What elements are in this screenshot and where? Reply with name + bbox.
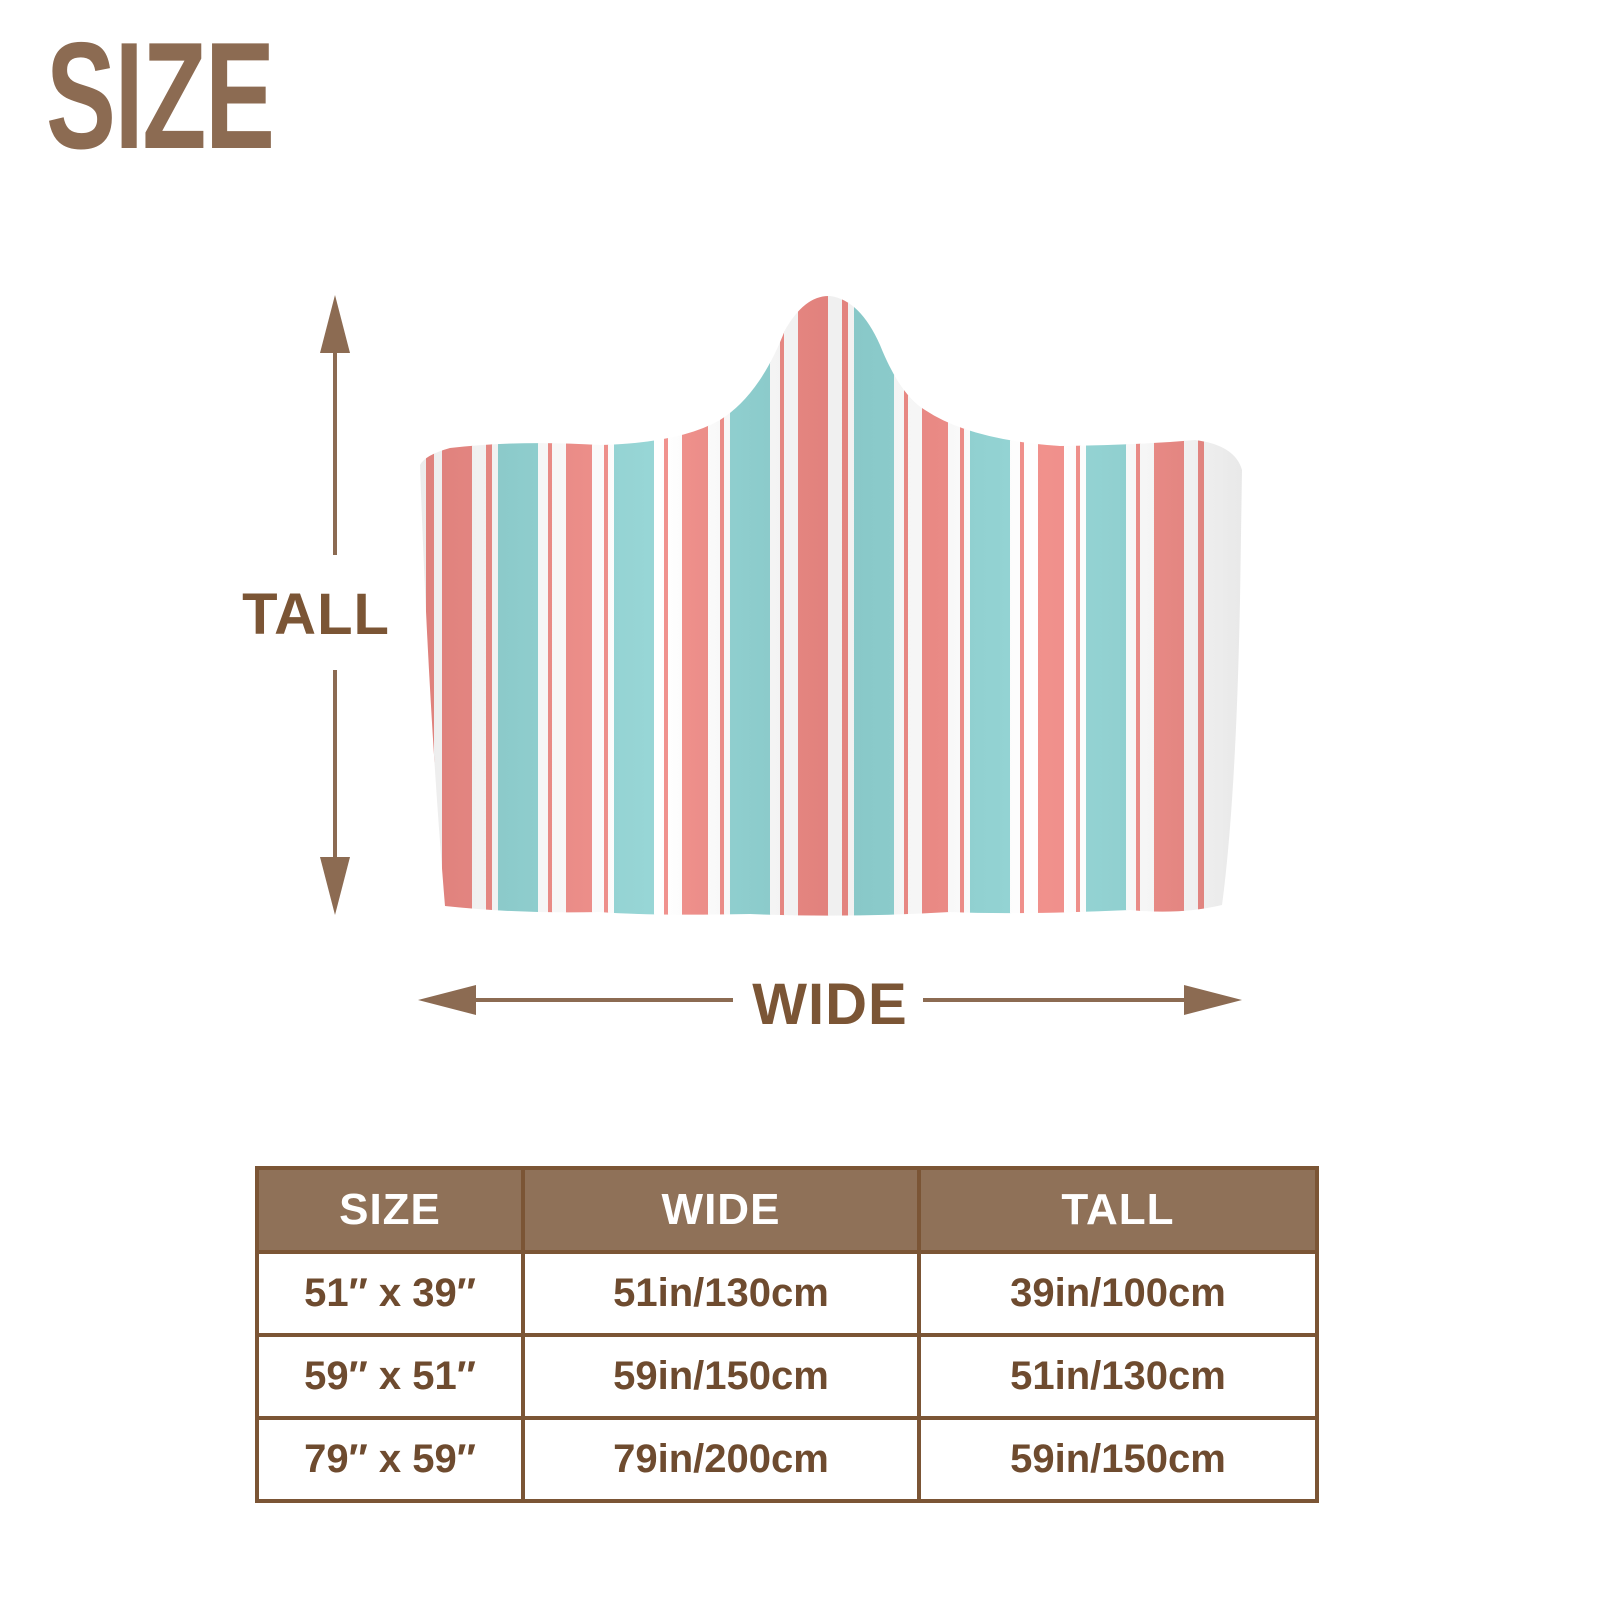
cell-size: 51″ x 39″ bbox=[255, 1250, 525, 1337]
tall-arrow-icon bbox=[320, 295, 350, 915]
table-header-row: SIZE WIDE TALL bbox=[255, 1166, 1319, 1254]
cell-wide: 79in/200cm bbox=[521, 1416, 921, 1503]
table-row: 59″ x 51″ 59in/150cm 51in/130cm bbox=[255, 1333, 1319, 1420]
cell-wide: 59in/150cm bbox=[521, 1333, 921, 1420]
wide-arrow-icon bbox=[418, 985, 1242, 1015]
cell-size: 59″ x 51″ bbox=[255, 1333, 525, 1420]
cell-size: 79″ x 59″ bbox=[255, 1416, 525, 1503]
header-wide: WIDE bbox=[521, 1166, 921, 1254]
header-tall: TALL bbox=[917, 1166, 1319, 1254]
tall-label: TALL bbox=[242, 582, 390, 647]
size-table: SIZE WIDE TALL 51″ x 39″ 51in/130cm 39in… bbox=[255, 1166, 1319, 1503]
table-row: 51″ x 39″ 51in/130cm 39in/100cm bbox=[255, 1250, 1319, 1337]
header-size: SIZE bbox=[255, 1166, 525, 1254]
cell-tall: 51in/130cm bbox=[917, 1333, 1319, 1420]
wide-label: WIDE bbox=[752, 972, 908, 1037]
stripe bbox=[420, 295, 427, 916]
cell-tall: 59in/150cm bbox=[917, 1416, 1319, 1503]
cell-wide: 51in/130cm bbox=[521, 1250, 921, 1337]
page-title: SIZE bbox=[46, 11, 275, 181]
table-row: 79″ x 59″ 79in/200cm 59in/150cm bbox=[255, 1416, 1319, 1503]
cell-tall: 39in/100cm bbox=[917, 1250, 1319, 1337]
